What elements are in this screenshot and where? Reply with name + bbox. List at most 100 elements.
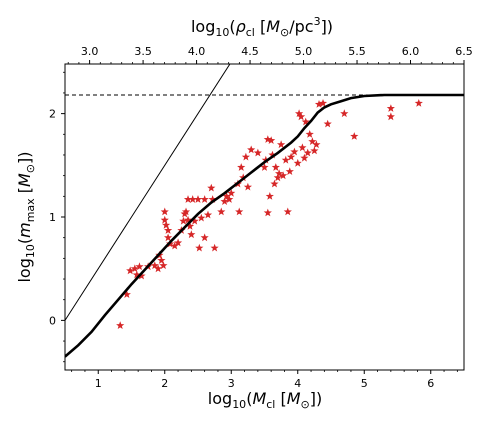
- data-point-star: [260, 163, 269, 171]
- left-tick-label: 1: [49, 211, 56, 224]
- data-point-star: [287, 152, 296, 161]
- data-point-star: [275, 169, 284, 178]
- data-point-star: [185, 222, 195, 230]
- data-point-star: [188, 195, 197, 203]
- thick-solid-line: [65, 93, 464, 358]
- data-point-star: [154, 264, 163, 273]
- data-point-star: [116, 321, 125, 329]
- data-point-star: [265, 192, 274, 200]
- data-point-star: [314, 100, 324, 108]
- data-point-star: [293, 158, 302, 167]
- data-point-star: [207, 183, 216, 192]
- bottom-tick-label: 3: [228, 377, 235, 390]
- data-point-star: [263, 208, 272, 217]
- data-point-star: [222, 192, 231, 200]
- left-axis-title: log10(mmax [M⊙]): [15, 151, 37, 282]
- data-point-star: [235, 207, 244, 216]
- data-point-star: [132, 270, 141, 279]
- data-point-star: [160, 207, 169, 216]
- plot-frame: [64, 63, 465, 371]
- data-point-star: [308, 137, 317, 145]
- data-point-star: [225, 195, 234, 203]
- data-point-star: [174, 238, 183, 247]
- data-point-star: [130, 264, 139, 273]
- data-point-star: [281, 155, 290, 164]
- data-point-star: [323, 119, 332, 128]
- data-point-star: [285, 167, 294, 175]
- data-point-star: [386, 112, 395, 121]
- data-point-star: [295, 109, 304, 118]
- data-point-star: [300, 153, 309, 162]
- data-point-star: [210, 243, 219, 252]
- data-point-star: [267, 136, 276, 144]
- data-point-star: [122, 290, 131, 298]
- bottom-tick-label: 5: [361, 377, 368, 390]
- data-point-star: [197, 213, 206, 222]
- data-point-star: [271, 163, 280, 171]
- data-point-star: [340, 109, 349, 118]
- data-point-star: [303, 148, 312, 157]
- top-tick-label: 4.0: [188, 45, 206, 58]
- data-point-star: [283, 207, 292, 216]
- data-point-star: [243, 182, 252, 191]
- data-point-star: [298, 143, 307, 152]
- data-point-star: [220, 197, 229, 205]
- data-point-star: [170, 241, 179, 250]
- top-tick-label: 5.0: [295, 45, 313, 58]
- top-tick-label: 4.5: [241, 45, 259, 58]
- top-tick-label: 3.5: [134, 45, 152, 58]
- data-point-star: [126, 266, 135, 275]
- data-point-star: [253, 148, 262, 157]
- data-point-star: [195, 243, 204, 252]
- data-point-star: [208, 195, 217, 203]
- series-layer: [65, 64, 464, 358]
- data-point-star: [414, 99, 423, 107]
- data-point-star: [162, 221, 171, 229]
- top-tick-label: 3.0: [81, 45, 99, 58]
- data-point-star: [183, 195, 193, 203]
- data-point-star: [164, 233, 173, 242]
- data-point-star: [193, 195, 203, 203]
- data-point-star: [263, 135, 272, 143]
- top-axis-title: log10(ρcl [M⊙/pc3]): [191, 15, 333, 39]
- bottom-tick-label: 4: [294, 377, 301, 390]
- data-point-star: [187, 230, 196, 239]
- data-point-star: [247, 145, 256, 154]
- thin-solid-line: [65, 64, 231, 321]
- data-point-star: [237, 163, 246, 171]
- data-point-star: [203, 210, 213, 219]
- data-point-star: [183, 215, 193, 224]
- bottom-axis-title: log10(Mcl [M⊙]): [208, 389, 322, 411]
- left-tick-label: 2: [49, 108, 56, 121]
- data-point-star: [164, 226, 173, 234]
- data-point-star: [150, 261, 159, 270]
- top-tick-label: 5.5: [348, 45, 366, 58]
- data-point-star: [290, 147, 299, 156]
- data-point-star: [227, 188, 236, 197]
- data-point-star: [190, 216, 199, 225]
- data-point-star: [135, 262, 144, 271]
- data-point-star: [160, 215, 169, 224]
- data-point-star: [200, 195, 209, 203]
- data-point-star: [277, 140, 286, 149]
- data-point-star: [301, 117, 310, 126]
- data-point-star: [318, 99, 328, 107]
- top-tick-label: 6.5: [455, 45, 473, 58]
- top-tick-label: 6.0: [402, 45, 420, 58]
- data-point-star: [386, 104, 395, 112]
- data-point-star: [179, 216, 188, 225]
- data-point-star: [181, 207, 191, 216]
- data-point-star: [270, 179, 279, 188]
- data-point-star: [312, 140, 321, 149]
- data-point-star: [159, 261, 168, 270]
- bottom-tick-label: 2: [161, 377, 168, 390]
- data-point-star: [268, 150, 277, 159]
- data-point-star: [241, 152, 250, 161]
- bottom-tick-label: 6: [427, 377, 434, 390]
- data-point-star: [273, 173, 282, 182]
- data-point-star: [305, 130, 314, 138]
- bottom-tick-label: 1: [95, 377, 102, 390]
- data-point-star: [297, 112, 306, 121]
- axes-layer: 1 2 3 4 5 6 0 1 2 3.0 3.5 4.0 4.5 5.0 5.5 6.0 6.5: [49, 45, 473, 390]
